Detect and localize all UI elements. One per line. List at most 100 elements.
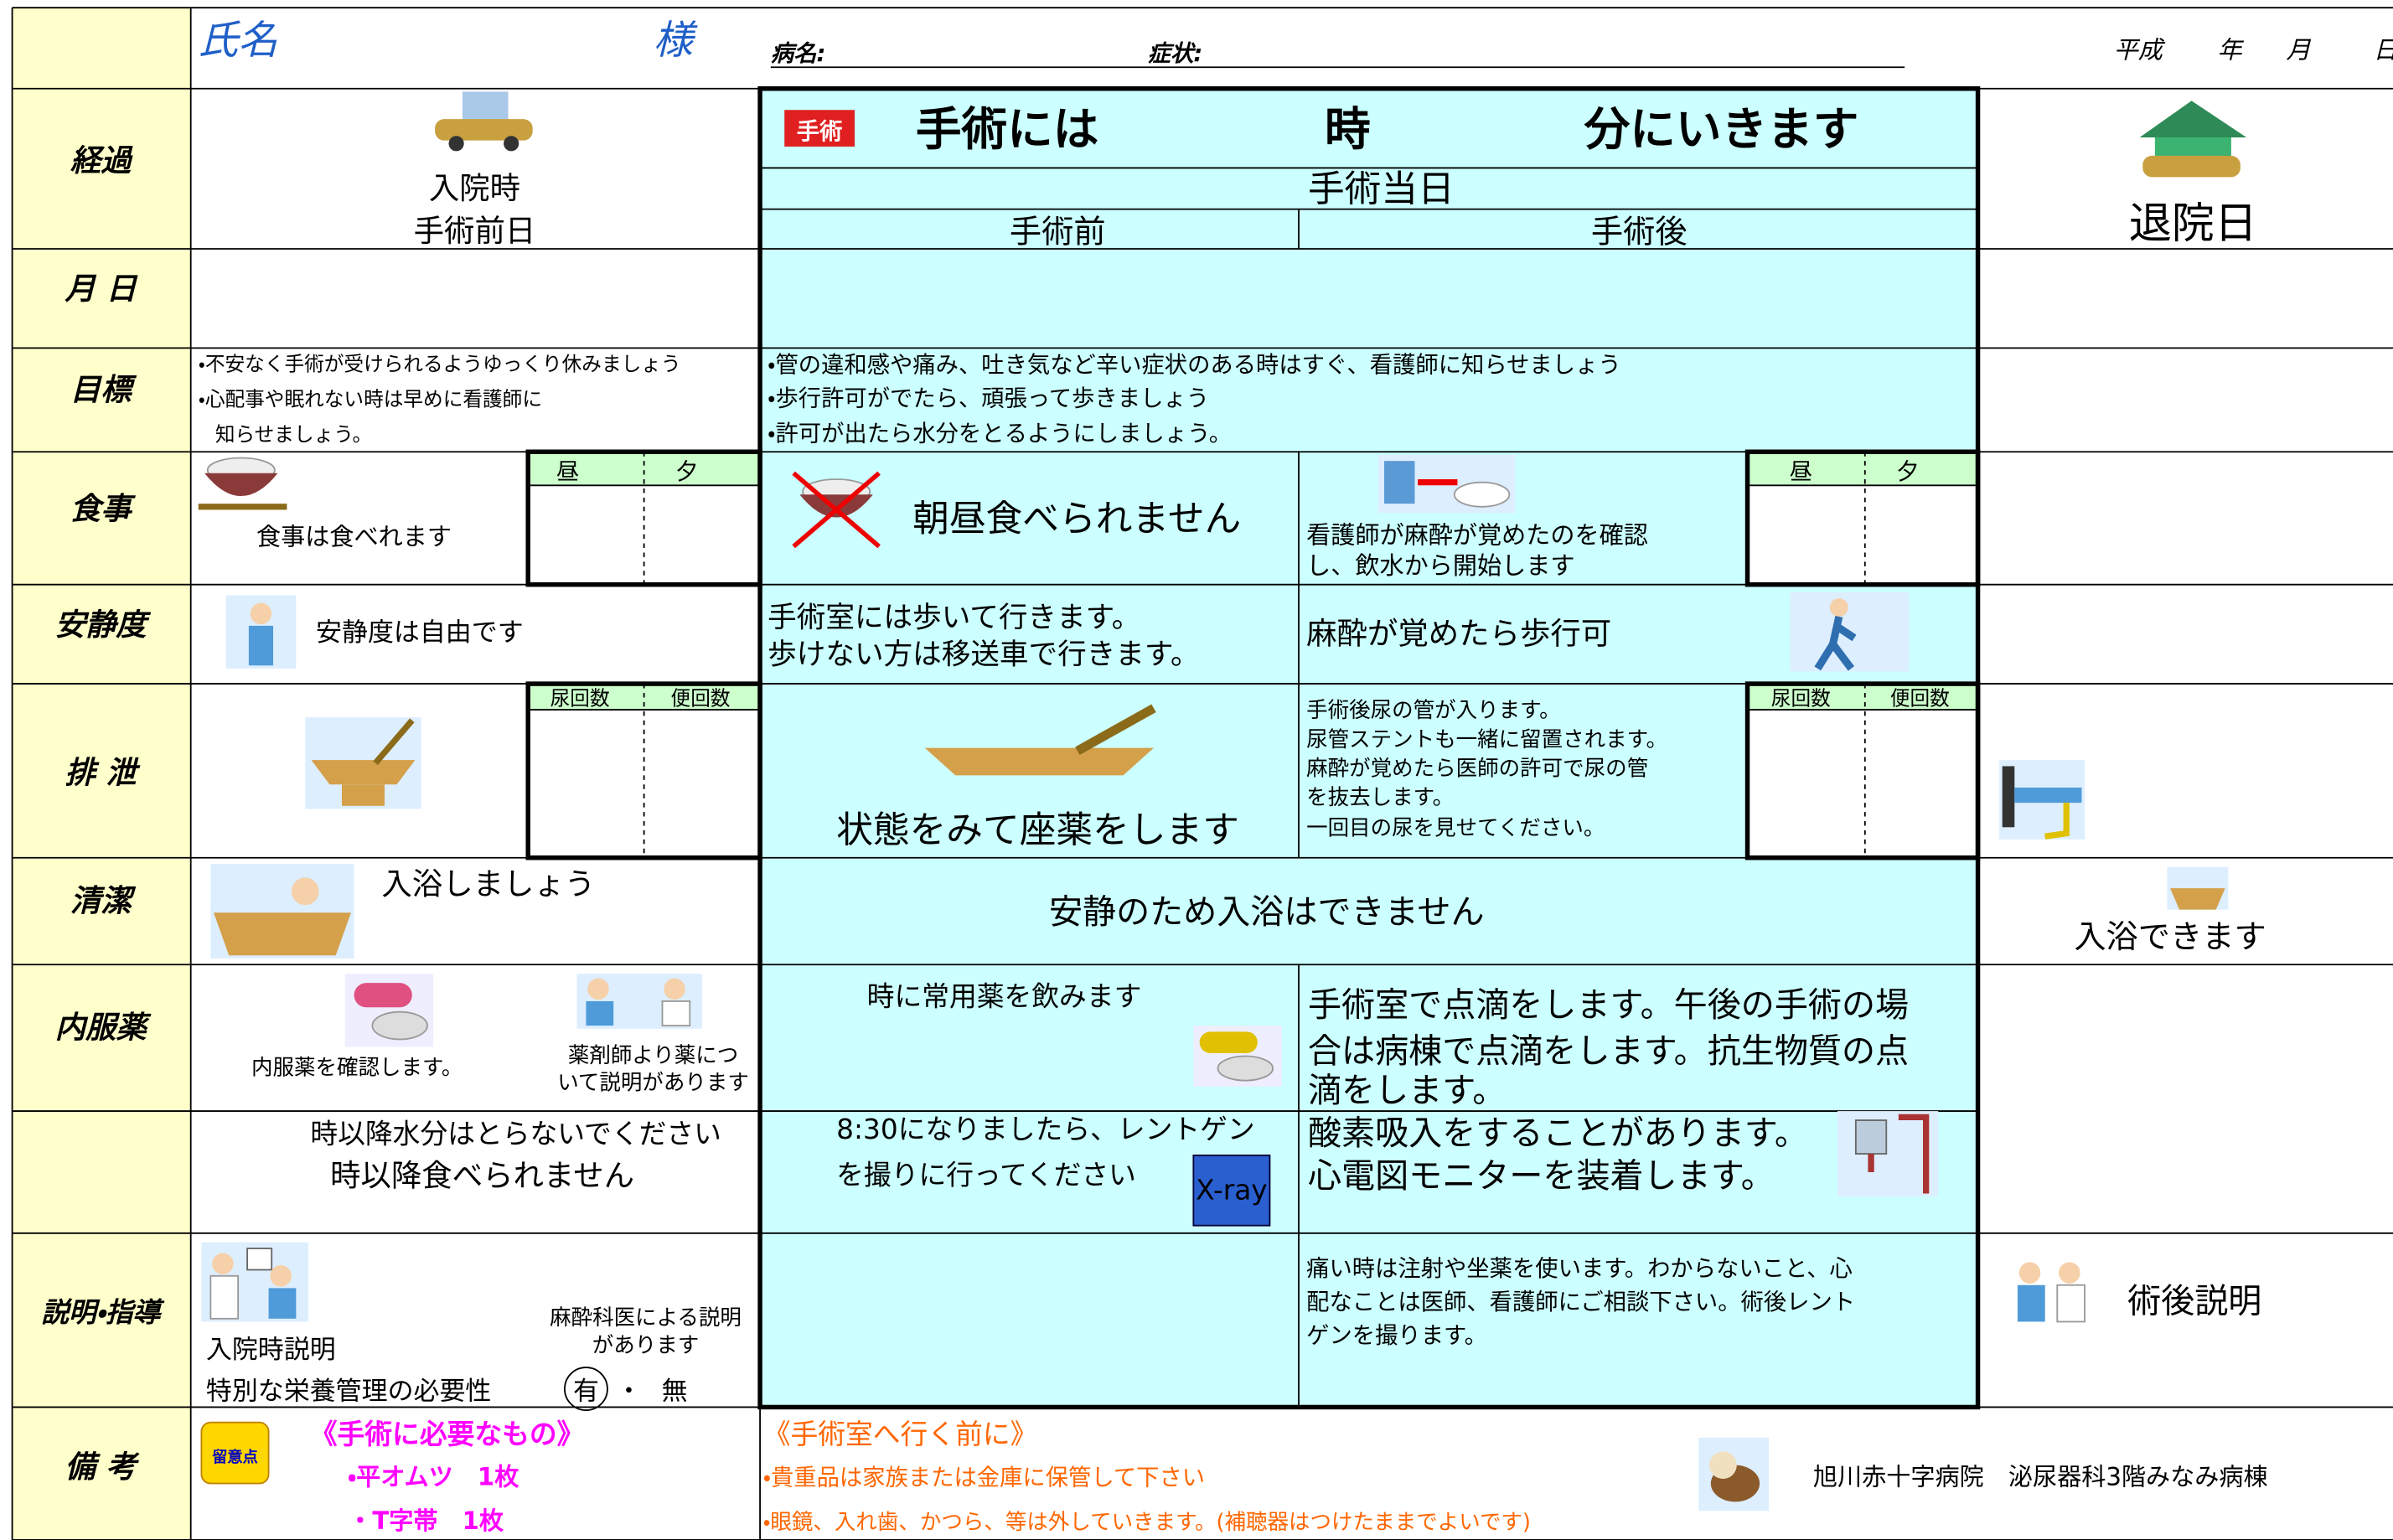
label: 便回数 xyxy=(1890,687,1950,711)
label: 麻酔科医による説明 xyxy=(550,1305,742,1331)
remarks-area xyxy=(760,1407,2393,1540)
label: 歩けない方は移送車で行きます。 xyxy=(768,638,1199,671)
shape xyxy=(1384,461,1415,504)
icon xyxy=(210,864,354,959)
tube xyxy=(1868,1114,1930,1194)
label: 尿回数 xyxy=(1771,687,1831,711)
label: 安静のため入浴はできません xyxy=(1049,893,1485,932)
label: 昼 xyxy=(1790,459,1812,485)
label: 説明・指導 xyxy=(41,1296,164,1328)
tub xyxy=(214,912,351,956)
icon xyxy=(1999,760,2085,840)
label: ・貴重品は家族または金庫に保管して下さい xyxy=(763,1465,1205,1491)
label: 有 xyxy=(573,1376,599,1406)
head xyxy=(2018,1262,2041,1284)
bag xyxy=(1854,1119,1888,1155)
label: を抜去します。 xyxy=(1306,785,1454,810)
surgery-day-frame xyxy=(757,86,1981,1410)
tablet xyxy=(1217,1055,1274,1082)
badge xyxy=(784,110,855,147)
label: 麻酔が覚めたら歩行可 xyxy=(1306,616,1611,652)
label: 食事 xyxy=(70,490,136,526)
label: 月 日 xyxy=(64,271,138,307)
label: 経過 xyxy=(70,142,133,178)
icon xyxy=(2017,1262,2085,1323)
icon xyxy=(198,457,287,510)
bowl xyxy=(1453,481,1511,508)
body xyxy=(1814,615,1857,671)
tablet xyxy=(371,1010,428,1041)
badge xyxy=(200,1421,270,1485)
icon xyxy=(435,91,533,152)
label-column xyxy=(12,8,191,1540)
car xyxy=(2142,155,2241,178)
label: 留意点 xyxy=(212,1448,258,1466)
label: 術後説明 xyxy=(2127,1283,2261,1321)
label: 旭川赤十字病院 泌尿器科3階みなみ病棟 xyxy=(1813,1462,2268,1491)
label: 8:30になりましたら、レントゲン xyxy=(836,1114,1255,1145)
wheel xyxy=(448,136,464,152)
label: 状態をみて座薬をします xyxy=(836,809,1239,852)
icon xyxy=(1193,1026,1282,1087)
label: があります xyxy=(592,1333,700,1358)
tube xyxy=(2044,803,2070,840)
label: 看護師が麻酔が覚めたのを確認 xyxy=(1306,521,1648,550)
wheel xyxy=(504,136,519,152)
icon xyxy=(2139,101,2247,178)
roof xyxy=(2139,101,2247,138)
icon xyxy=(576,974,702,1029)
label: ・T字帯 1枚 xyxy=(348,1506,504,1535)
label: 薬剤師より薬につ xyxy=(568,1043,739,1068)
icon xyxy=(344,974,434,1047)
label: 痛い時は注射や坐薬を使います。わからないこと、心 xyxy=(1306,1256,1853,1282)
icon xyxy=(225,595,297,669)
label: 清潔 xyxy=(70,882,136,918)
label: X-ray xyxy=(1196,1175,1268,1207)
label: 手術には xyxy=(916,102,1099,156)
label: 手術前日 xyxy=(414,213,536,249)
sub-body xyxy=(1747,710,1978,858)
label: 夕 xyxy=(675,459,698,485)
label: 手術室で点滴をします。午後の手術の場 xyxy=(1308,986,1909,1025)
label: 手術後 xyxy=(1591,214,1688,251)
label: 夕 xyxy=(1896,459,1919,485)
label: 一回目の尿を見せてください。 xyxy=(1306,815,1605,840)
shape xyxy=(1837,1111,1939,1197)
head xyxy=(291,877,319,906)
label: 内服薬 xyxy=(55,1010,152,1046)
label: 知らせましょう。 xyxy=(215,422,372,446)
label: 備 考 xyxy=(65,1449,140,1485)
label: 日 xyxy=(2373,35,2393,64)
shape xyxy=(2002,766,2015,828)
texts: 氏名 様病名: 症状: 平成 年 月 日入院時手術前日 手術 手術には 時 分にいきます手術当日手術… xyxy=(41,18,2393,1535)
label: 時 xyxy=(1325,102,1371,156)
label: 入浴しましょう xyxy=(381,866,595,902)
label: 麻酔が覚めたら医師の許可で尿の管 xyxy=(1306,756,1648,781)
label: ・許可が出たら水分をとるようにしましょう。 xyxy=(768,421,1232,447)
label: ・眼鏡、入れ歯、かつら、等は外していきます。(補聴器はつけたままでよいです) xyxy=(763,1510,1531,1535)
label: 酸素吸入をすることがあります。 xyxy=(1308,1114,1808,1153)
label: し、飲水から開始します xyxy=(1306,551,1574,580)
head xyxy=(212,1253,234,1274)
label: 便回数 xyxy=(671,687,731,711)
icon xyxy=(924,704,1156,776)
bowl xyxy=(204,473,278,497)
label: いて説明があります xyxy=(557,1071,749,1096)
icon xyxy=(1698,1437,1770,1512)
sub-header xyxy=(1747,684,1978,711)
bowl xyxy=(799,494,873,518)
label: 《手術に必要なもの》 xyxy=(310,1419,585,1450)
shape xyxy=(2014,787,2082,804)
tub xyxy=(2170,888,2225,910)
shape xyxy=(198,504,287,510)
label: を撮りに行ってください xyxy=(836,1160,1136,1191)
head xyxy=(587,978,609,1000)
label: 排 泄 xyxy=(65,754,140,790)
label: 手術当日 xyxy=(1308,168,1455,211)
brush xyxy=(373,718,415,766)
label: 目標 xyxy=(70,371,137,407)
pot xyxy=(311,760,416,785)
board xyxy=(246,1248,273,1271)
car xyxy=(435,119,533,141)
label: 無 xyxy=(662,1376,688,1406)
